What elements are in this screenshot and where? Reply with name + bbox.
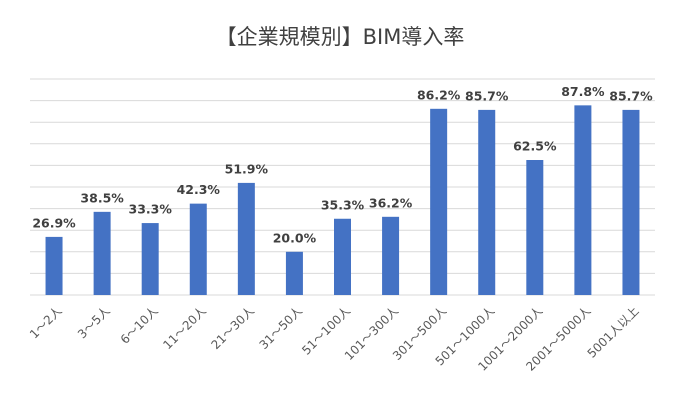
bar: [285, 251, 303, 295]
value-label: 51.9%: [225, 161, 269, 176]
value-label: 20.0%: [273, 230, 317, 245]
value-label: 85.7%: [609, 88, 653, 103]
value-label: 26.9%: [32, 215, 76, 230]
bar: [45, 236, 63, 295]
chart-title: 【企業規模別】BIM導入率: [216, 25, 465, 49]
x-tick-label: 31～50人: [257, 304, 305, 352]
x-tick-label: 6～10人: [118, 304, 161, 347]
x-tick-label: 11～20人: [160, 304, 208, 352]
bar: [526, 160, 544, 295]
value-label: 62.5%: [513, 139, 557, 154]
value-label: 38.5%: [80, 190, 124, 205]
value-label: 86.2%: [417, 87, 461, 102]
bar: [141, 223, 159, 295]
bar: [430, 108, 448, 295]
value-label: 42.3%: [177, 182, 221, 197]
bar: [334, 218, 351, 295]
x-tick-label: 1～2人: [27, 304, 65, 342]
bar: [237, 182, 255, 295]
value-label: 85.7%: [465, 88, 509, 103]
bar: [93, 211, 111, 295]
bar: [189, 203, 207, 295]
value-label: 36.2%: [369, 195, 413, 210]
x-tick-label: 21～30人: [208, 304, 256, 352]
x-tick-label: 3～5人: [75, 304, 113, 342]
value-label: 87.8%: [561, 84, 605, 99]
x-tick-label: 5001人以上: [585, 304, 642, 361]
value-label: 35.3%: [321, 197, 365, 212]
bar: [478, 109, 496, 295]
value-label: 33.3%: [129, 202, 173, 217]
bar: [382, 216, 400, 295]
bar: [622, 109, 640, 295]
bar: [574, 105, 592, 296]
